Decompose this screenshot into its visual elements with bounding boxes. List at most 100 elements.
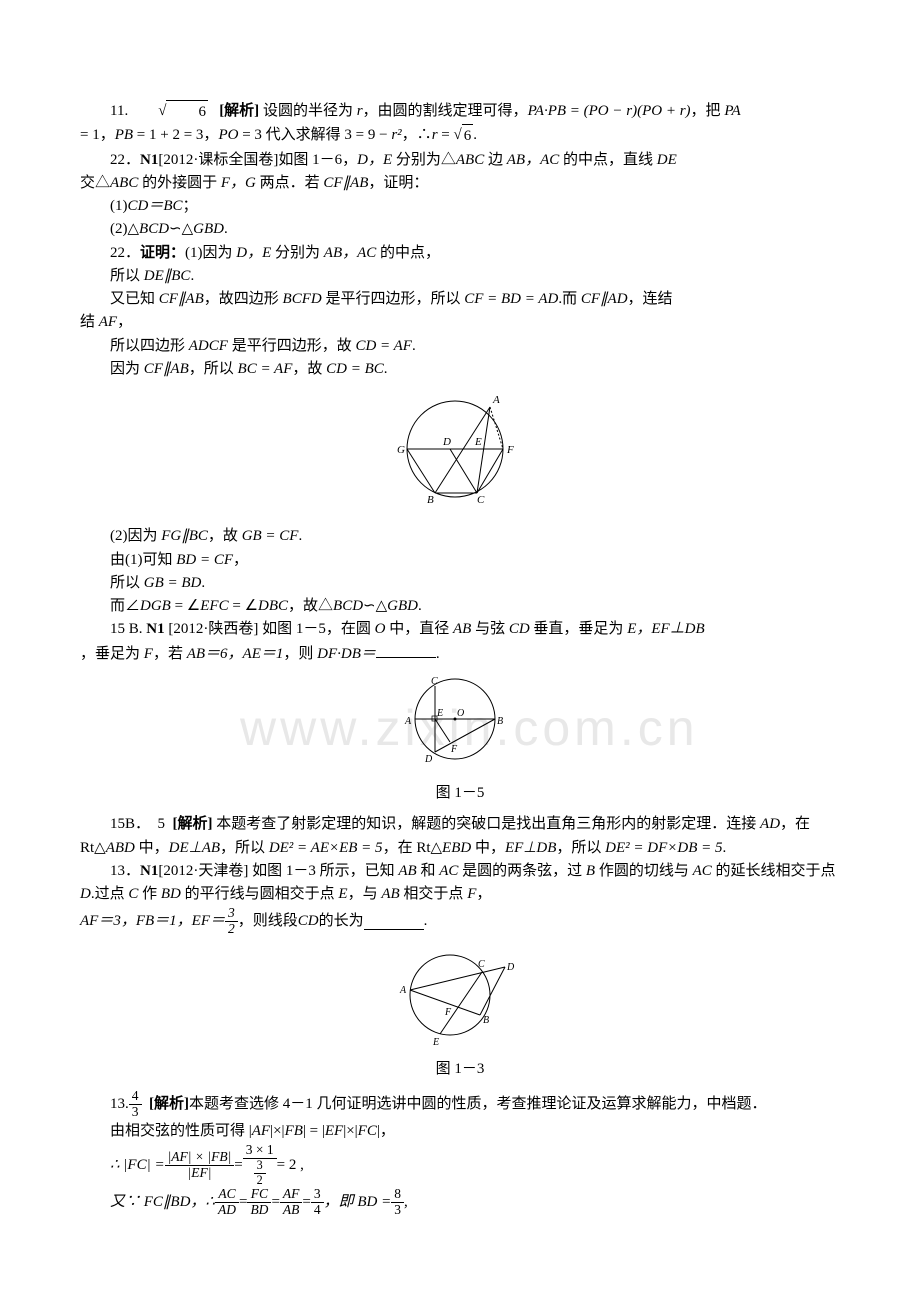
proof22b-s6: 所以 <box>110 575 144 591</box>
sol13-t5: |×| <box>343 1123 357 1139</box>
p22-t7: 两点．若 <box>260 175 324 191</box>
p13-f: F <box>467 886 476 902</box>
p15B-tag: N1 <box>146 621 164 637</box>
p13-e2: E <box>338 886 347 902</box>
proof22-l2: 所以 DE∥BC. <box>80 265 840 288</box>
proof22-s16: ，所以 <box>189 361 238 377</box>
p22-q1a: (1) <box>110 198 128 214</box>
proof22-s4: 所以 <box>110 268 144 284</box>
sol13-fb: FB <box>285 1123 303 1139</box>
p13-t6: .过点 <box>91 886 129 902</box>
p11-t6: = 3 代入求解得 3 = 9 − <box>238 127 391 143</box>
p13-t13: 的长为 <box>319 910 364 933</box>
p15B-t1: 如图 1－5，在圆 <box>262 621 375 637</box>
proof22b-v4: GB = BD <box>144 575 202 591</box>
fig15-C: C <box>431 676 438 687</box>
p11-line2: = 1，PB = 1 + 2 = 3，PO = 3 代入求解得 3 = 9 − … <box>80 124 840 148</box>
sol15B-t8: . <box>722 840 726 856</box>
p13-t1: 如图 1－3 所示，已知 <box>252 863 398 879</box>
p13-efden: 2 <box>225 922 238 937</box>
p13-bd: BD <box>161 886 185 902</box>
sol13-af: AF <box>252 1123 270 1139</box>
sol13-ef: EF <box>325 1123 343 1139</box>
p11-pa: PA <box>724 103 740 119</box>
sol15B-ebd: EBD <box>442 840 475 856</box>
p13-blank <box>364 914 424 930</box>
proof22-s9: .而 <box>558 291 581 307</box>
p22-q1: (1)CD＝BC； <box>80 195 840 218</box>
sol13-ansden: 3 <box>129 1105 142 1120</box>
sol13-l2: 由相交弦的性质可得 |AF|×|FB| = |EF|×|FC|， <box>80 1120 840 1143</box>
proof22-v13: CD = BC <box>326 361 384 377</box>
sol13-t3: |×| <box>270 1123 284 1139</box>
p13-efnum: 3 <box>225 906 238 922</box>
p22-q2a: (2)△ <box>110 221 139 237</box>
proof22b-s11: ，故△ <box>288 598 333 614</box>
p22-t3: 边 <box>488 152 507 168</box>
sol15B-label: 15B． <box>110 816 150 832</box>
sol13-label: 13. <box>110 1093 129 1116</box>
fig16-B: B <box>427 494 434 506</box>
proof22-s8: 是平行四边形，所以 <box>325 291 464 307</box>
proof22b-l4: 而∠DGB = ∠EFC = ∠DBC，故△BCD∽△GBD. <box>80 595 840 618</box>
fig16-A: A <box>492 394 500 406</box>
fig13-F: F <box>444 1007 452 1018</box>
sol13-t4: | = | <box>303 1123 325 1139</box>
p15B-label: 15 B. <box>110 621 146 637</box>
p13-d: D <box>80 886 91 902</box>
sol15B-ad: AD <box>760 816 780 832</box>
p15B-ab: AB <box>453 621 475 637</box>
p13-t10: 相交于点 <box>403 886 467 902</box>
proof22b-v1: FG∥BC <box>161 528 208 544</box>
sol13-eq2-lead: 又∵ FC∥BD，∴ <box>110 1191 215 1214</box>
proof22b-v2: GB = CF <box>242 528 299 544</box>
sol13-eq2-mid2: = <box>271 1191 279 1214</box>
fig13-E: E <box>432 1037 439 1048</box>
p13-t8: 的平行线与圆相交于点 <box>185 886 339 902</box>
p22-q1b: CD＝BC <box>128 198 183 214</box>
proof22b-l3: 所以 GB = BD. <box>80 572 840 595</box>
proof22b-s1: (2)因为 <box>110 528 161 544</box>
proof22b-s12: ∽△ <box>363 598 387 614</box>
p11-t8: = <box>438 127 454 143</box>
proof22-s18: . <box>384 361 388 377</box>
p11-ans2: 6 <box>462 124 474 148</box>
proof22-s1: (1)因为 <box>185 245 236 261</box>
sol15B-eq1: DE² = AE×EB = 5 <box>269 840 383 856</box>
proof22-s5: . <box>190 268 194 284</box>
p22-de2: DE <box>657 152 677 168</box>
proof22-v12: BC = AF <box>238 361 293 377</box>
p15B-t4: 垂直，垂足为 <box>533 621 627 637</box>
sol15B-abd: ABD <box>106 840 139 856</box>
fig15-F: F <box>450 744 458 755</box>
p11-label: 11. <box>110 103 128 119</box>
p22-tag: N1 <box>140 152 158 168</box>
p22-fg: F，G <box>221 175 260 191</box>
p13-t5: 的延长线相交于点 <box>716 863 836 879</box>
sol13-fc: FC <box>358 1123 377 1139</box>
sol15B-eq2: DE² = DF×DB = 5 <box>605 840 722 856</box>
sol13-eq2-c-den: AB <box>280 1203 303 1218</box>
proof22-s6: 又已知 <box>110 291 159 307</box>
proof22b-s13: . <box>418 598 422 614</box>
proof22-s15: 因为 <box>110 361 144 377</box>
p13-c: C <box>128 886 142 902</box>
sol13-eq2-d-den: 4 <box>311 1203 324 1218</box>
p13-cd: CD <box>298 910 319 933</box>
proof22-v9: ADCF <box>189 338 232 354</box>
proof22-v4: CF∥AB <box>159 291 204 307</box>
p22-de: D，E <box>357 152 396 168</box>
fig13-C: C <box>478 959 485 970</box>
p13-t11: ， <box>476 886 491 902</box>
fig15-svg: A B O E C D F <box>395 674 525 774</box>
proof22-v5: BCFD <box>283 291 326 307</box>
proof22-v2: AB，AC <box>324 245 380 261</box>
p15B-ab2: AB＝6，AE＝1 <box>187 646 284 662</box>
sol13-eq1-den2a: 3 <box>254 1159 266 1173</box>
p22-abc2: ABC <box>110 175 142 191</box>
sol13-eq1-num2: 3 × 1 <box>243 1143 277 1159</box>
proof22b-l2: 由(1)可知 BD = CF， <box>80 549 840 572</box>
p13-t7: 作 <box>142 886 161 902</box>
sol13-eq2: 又∵ FC∥BD，∴ ACAD = FCBD = AFAB = 34 ，即 BD… <box>80 1187 840 1218</box>
proof22b-s2: ，故 <box>208 528 242 544</box>
